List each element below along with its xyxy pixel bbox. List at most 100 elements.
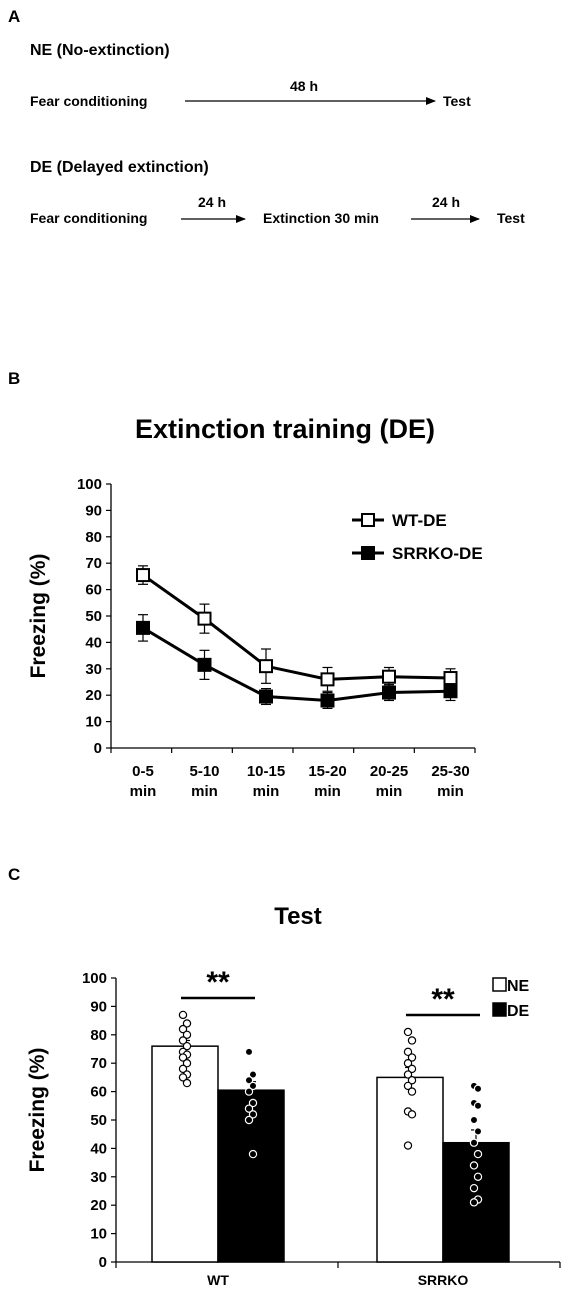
individual-point <box>469 1161 479 1170</box>
individual-point <box>178 1036 188 1045</box>
y-tick-label: 0 <box>94 740 102 757</box>
individual-point <box>178 1073 188 1082</box>
individual-point <box>469 1138 479 1147</box>
chart-c: 0 10 20 30 40 50 60 70 80 90 100 Freezing (%) WT SRRK… <box>26 966 561 1288</box>
y-tick-label: 60 <box>90 1084 107 1101</box>
individual-point <box>248 1149 258 1159</box>
legend-swatch <box>492 1002 507 1017</box>
y-tick-label: 100 <box>82 970 107 987</box>
individual-point <box>403 1047 413 1057</box>
individual-point <box>407 1087 417 1096</box>
de-interval1-label: 24 h <box>198 194 226 210</box>
chart-b: 0 10 20 30 40 50 60 70 80 90 100 0-5 min 5-10 min 10-15… <box>27 476 483 800</box>
y-tick-label: 40 <box>90 1140 107 1157</box>
data-point <box>136 620 150 635</box>
x-tick-label: 10-15 <box>247 763 285 780</box>
y-tick-label: 90 <box>90 998 107 1015</box>
legend-swatch <box>492 977 507 992</box>
individual-point <box>473 1172 483 1182</box>
individual-point <box>473 1127 483 1136</box>
ne-end-label: Test <box>443 93 471 109</box>
individual-point <box>244 1115 254 1125</box>
individual-point <box>182 1019 192 1028</box>
individual-point <box>407 1076 417 1085</box>
individual-point <box>248 1081 258 1091</box>
de-title: DE (Delayed extinction) <box>30 159 209 176</box>
individual-point <box>403 1081 413 1091</box>
panel-b-label: B <box>8 369 20 388</box>
y-tick-label: 70 <box>85 555 102 572</box>
y-tick-label: 30 <box>90 1169 107 1186</box>
legend-label: NE <box>507 978 530 995</box>
individual-point <box>178 1053 188 1062</box>
x-tick-label: WT <box>207 1272 229 1288</box>
x-tick-label: SRRKO <box>418 1272 469 1288</box>
data-point <box>197 657 212 672</box>
y-tick-label: 60 <box>85 582 102 599</box>
legend-label: WT-DE <box>392 511 447 530</box>
y-tick-label: 20 <box>85 687 102 704</box>
de-start-label: Fear conditioning <box>30 210 147 226</box>
individual-point <box>244 1076 254 1085</box>
legend-label: DE <box>507 1003 530 1020</box>
y-tick-label: 50 <box>85 608 102 625</box>
y-tick-label: 10 <box>90 1226 107 1243</box>
significance-label: ** <box>431 983 455 1016</box>
bar-srrko-ne <box>376 1076 444 1263</box>
y-tick-label: 80 <box>85 529 102 546</box>
data-point <box>197 611 212 626</box>
significance-label: ** <box>206 966 230 999</box>
panel-c-label: C <box>8 865 20 884</box>
ne-start-label: Fear conditioning <box>30 93 147 109</box>
ne-title: NE (No-extinction) <box>30 42 170 59</box>
data-point <box>382 685 396 700</box>
individual-point <box>248 1070 258 1079</box>
individual-point <box>469 1183 479 1193</box>
x-tick-label: 0-5 <box>132 763 154 780</box>
individual-point <box>178 1024 188 1034</box>
panel-b: B Extinction training (DE) 0 10 20 30 40 50 60… <box>8 369 483 800</box>
y-tick-label: 10 <box>85 714 102 731</box>
ne-interval-label: 48 h <box>290 78 318 94</box>
individual-point <box>403 1070 413 1079</box>
de-middle-label: Extinction 30 min <box>263 210 379 226</box>
data-point <box>443 671 458 686</box>
individual-point <box>248 1098 258 1108</box>
y-tick-label: 20 <box>90 1197 107 1214</box>
individual-point <box>244 1104 254 1113</box>
individual-point <box>182 1041 192 1051</box>
data-point <box>382 669 396 684</box>
x-tick-label: min <box>314 783 341 800</box>
individual-point <box>182 1078 192 1088</box>
individual-point <box>182 1030 192 1040</box>
x-tick-label: min <box>376 783 403 800</box>
individual-point <box>244 1047 254 1057</box>
individual-point <box>403 1027 413 1037</box>
individual-point <box>407 1064 417 1074</box>
individual-point <box>403 1141 413 1150</box>
data-point <box>320 693 335 708</box>
individual-point <box>473 1149 483 1159</box>
x-tick-label: min <box>437 783 464 800</box>
x-tick-label: 15-20 <box>308 763 346 780</box>
y-tick-label: 70 <box>90 1055 107 1072</box>
de-interval2-label: 24 h <box>432 194 460 210</box>
y-tick-label: 80 <box>90 1027 107 1044</box>
individual-point <box>244 1087 254 1096</box>
y-axis-label: Freezing (%) <box>27 554 50 679</box>
individual-point <box>407 1053 417 1062</box>
chart-b-title: Extinction training (DE) <box>135 414 435 444</box>
panel-c: C Test 0 10 20 30 40 50 60 70 80 90 100 Freezing (%… <box>8 865 561 1288</box>
y-tick-label: 100 <box>77 476 102 493</box>
x-tick-label: min <box>253 783 280 800</box>
y-axis-label: Freezing (%) <box>26 1048 49 1173</box>
individual-point <box>407 1036 417 1045</box>
legend-label: SRRKO-DE <box>392 544 483 563</box>
x-tick-label: 25-30 <box>431 763 469 780</box>
y-tick-label: 90 <box>85 502 102 519</box>
individual-point <box>178 1010 188 1020</box>
panel-a: A NE (No-extinction) Fear conditioning 4… <box>8 7 525 226</box>
y-tick-label: 30 <box>85 661 102 678</box>
legend-marker <box>361 546 375 560</box>
x-tick-label: 20-25 <box>370 763 408 780</box>
